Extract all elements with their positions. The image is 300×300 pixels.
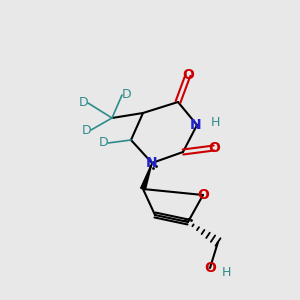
Text: N: N	[146, 156, 158, 170]
Text: O: O	[197, 188, 209, 202]
Text: D: D	[122, 88, 132, 101]
Polygon shape	[141, 163, 152, 190]
Text: H: H	[222, 266, 231, 280]
Text: O: O	[182, 68, 194, 82]
Text: O: O	[204, 261, 216, 275]
Text: N: N	[190, 118, 202, 132]
Text: D: D	[78, 97, 88, 110]
Text: O: O	[208, 141, 220, 155]
Text: D: D	[98, 136, 108, 149]
Text: H: H	[211, 116, 220, 128]
Text: D: D	[81, 124, 91, 136]
